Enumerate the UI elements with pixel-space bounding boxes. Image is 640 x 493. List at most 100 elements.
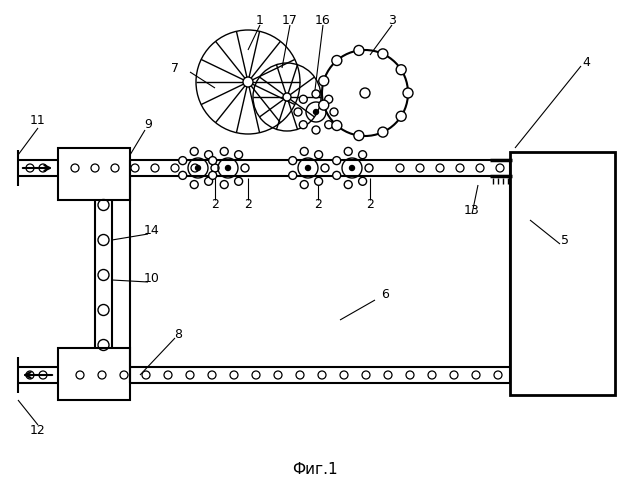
Circle shape: [190, 147, 198, 155]
Circle shape: [171, 164, 179, 172]
Circle shape: [428, 371, 436, 379]
Circle shape: [296, 371, 304, 379]
Circle shape: [76, 371, 84, 379]
Circle shape: [365, 164, 373, 172]
Text: 7: 7: [171, 62, 179, 74]
Circle shape: [225, 166, 230, 171]
Circle shape: [243, 77, 253, 87]
Circle shape: [151, 164, 159, 172]
Circle shape: [191, 164, 199, 172]
Circle shape: [416, 164, 424, 172]
Circle shape: [241, 164, 249, 172]
Text: 6: 6: [381, 288, 389, 302]
Circle shape: [211, 164, 219, 172]
Circle shape: [494, 371, 502, 379]
Circle shape: [354, 131, 364, 141]
Circle shape: [358, 151, 367, 159]
Circle shape: [319, 76, 329, 86]
Circle shape: [120, 371, 128, 379]
Circle shape: [456, 164, 464, 172]
Circle shape: [300, 147, 308, 155]
Circle shape: [209, 157, 217, 165]
Circle shape: [164, 371, 172, 379]
Text: 2: 2: [211, 199, 219, 211]
Text: 12: 12: [30, 423, 46, 436]
Text: 10: 10: [144, 272, 160, 284]
Circle shape: [344, 147, 352, 155]
Circle shape: [71, 164, 79, 172]
Circle shape: [396, 111, 406, 121]
Circle shape: [324, 95, 333, 103]
Circle shape: [333, 172, 340, 179]
Circle shape: [315, 177, 323, 185]
Bar: [510, 152, 615, 395]
Circle shape: [235, 177, 243, 185]
Circle shape: [496, 164, 504, 172]
Text: 5: 5: [561, 234, 569, 246]
Text: 9: 9: [144, 118, 152, 132]
Circle shape: [344, 180, 352, 189]
Circle shape: [349, 166, 355, 171]
Circle shape: [294, 108, 302, 116]
Circle shape: [208, 371, 216, 379]
Circle shape: [403, 88, 413, 98]
Circle shape: [220, 147, 228, 155]
Circle shape: [378, 49, 388, 59]
Text: Фиг.1: Фиг.1: [292, 462, 338, 478]
Text: 11: 11: [30, 113, 46, 127]
Circle shape: [450, 371, 458, 379]
Text: 13: 13: [464, 204, 480, 216]
Circle shape: [111, 164, 119, 172]
Circle shape: [332, 120, 342, 131]
Text: 16: 16: [315, 13, 331, 27]
Text: 8: 8: [174, 328, 182, 342]
Circle shape: [274, 371, 282, 379]
Circle shape: [190, 180, 198, 189]
Circle shape: [131, 164, 139, 172]
Text: 4: 4: [582, 56, 590, 69]
Circle shape: [378, 127, 388, 137]
Circle shape: [230, 371, 238, 379]
Circle shape: [321, 164, 329, 172]
Circle shape: [436, 164, 444, 172]
Text: 14: 14: [144, 223, 160, 237]
Circle shape: [289, 157, 297, 165]
Circle shape: [179, 172, 187, 179]
Circle shape: [312, 90, 320, 98]
Circle shape: [314, 109, 319, 114]
Circle shape: [362, 371, 370, 379]
Circle shape: [142, 371, 150, 379]
Circle shape: [333, 157, 340, 165]
Circle shape: [235, 151, 243, 159]
Text: 3: 3: [388, 13, 396, 27]
Circle shape: [384, 371, 392, 379]
Circle shape: [283, 93, 291, 101]
Text: 1: 1: [256, 13, 264, 27]
Text: 2: 2: [244, 199, 252, 211]
Circle shape: [315, 151, 323, 159]
Circle shape: [330, 108, 338, 116]
Circle shape: [354, 45, 364, 55]
Circle shape: [305, 166, 310, 171]
Circle shape: [195, 166, 200, 171]
Circle shape: [360, 88, 370, 98]
Circle shape: [340, 371, 348, 379]
Circle shape: [186, 371, 194, 379]
Text: 2: 2: [314, 199, 322, 211]
Text: 17: 17: [282, 13, 298, 27]
Bar: [58, 148, 130, 200]
Circle shape: [220, 180, 228, 189]
Circle shape: [332, 56, 342, 66]
Circle shape: [300, 121, 307, 129]
Bar: [58, 348, 130, 400]
Circle shape: [289, 172, 297, 179]
Circle shape: [205, 151, 212, 159]
Circle shape: [98, 371, 106, 379]
Circle shape: [396, 164, 404, 172]
Circle shape: [209, 172, 217, 179]
Text: 2: 2: [366, 199, 374, 211]
Circle shape: [472, 371, 480, 379]
Circle shape: [300, 180, 308, 189]
Circle shape: [179, 157, 187, 165]
Circle shape: [324, 121, 333, 129]
